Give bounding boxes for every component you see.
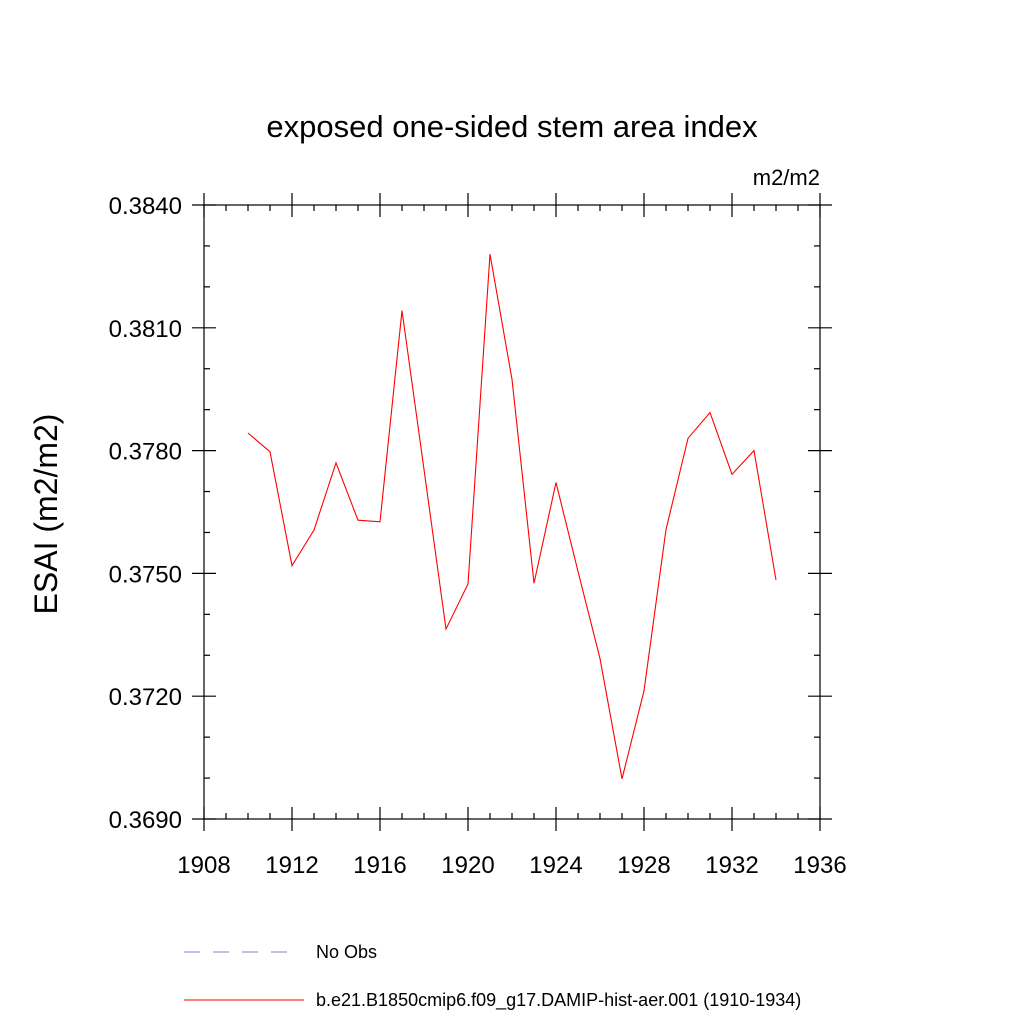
legend-label-no-obs: No Obs bbox=[316, 942, 377, 962]
x-tick-label: 1928 bbox=[617, 852, 670, 879]
x-tick-label: 1924 bbox=[529, 852, 582, 879]
x-tick-label: 1916 bbox=[353, 852, 406, 879]
legend-label-model-run: b.e21.B1850cmip6.f09_g17.DAMIP-hist-aer.… bbox=[316, 990, 801, 1011]
legend: No Obs b.e21.B1850cmip6.f09_g17.DAMIP-hi… bbox=[184, 942, 801, 1011]
y-tick-label: 0.3750 bbox=[109, 561, 182, 588]
x-tick-label: 1932 bbox=[705, 852, 758, 879]
tick-labels: 1908 1912 1916 1920 1924 1928 1932 1936 0.3690 0.… bbox=[109, 193, 847, 879]
chart-title: exposed one-sided stem area index bbox=[266, 109, 758, 144]
y-axis-label: ESAI (m2/m2) bbox=[28, 414, 64, 615]
x-tick-label: 1936 bbox=[793, 852, 846, 879]
y-tick-label: 0.3780 bbox=[109, 439, 182, 466]
y-tick-label: 0.3810 bbox=[109, 316, 182, 343]
x-tick-label: 1908 bbox=[177, 852, 230, 879]
y-tick-label: 0.3840 bbox=[109, 193, 182, 220]
x-tick-label: 1912 bbox=[265, 852, 318, 879]
y-tick-label: 0.3720 bbox=[109, 684, 182, 711]
x-tick-label: 1920 bbox=[441, 852, 494, 879]
axis-ticks bbox=[192, 193, 832, 831]
series-line-1 bbox=[247, 254, 777, 780]
series-lines bbox=[247, 254, 777, 780]
plot-frame bbox=[203, 204, 821, 820]
y-tick-label: 0.3690 bbox=[109, 807, 182, 834]
units-label: m2/m2 bbox=[753, 165, 820, 190]
